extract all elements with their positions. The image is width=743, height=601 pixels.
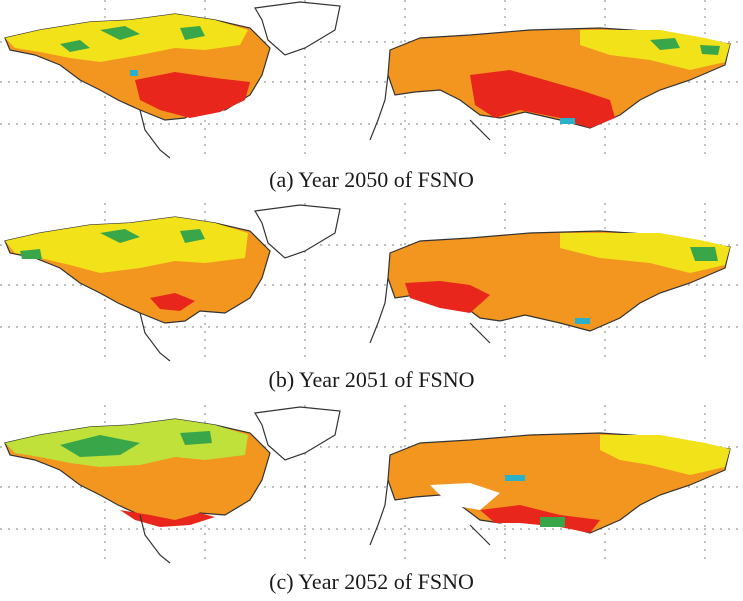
panel-b: (b) Year 2051 of FSNO (0, 203, 743, 398)
panel-caption: (a) Year 2050 of FSNO (269, 167, 474, 192)
north-america-fsno (4, 13, 271, 159)
north-america-fsno (4, 418, 271, 564)
greenland (254, 406, 341, 461)
eurasia-fsno (369, 432, 731, 546)
eurasia-fsno (369, 230, 731, 344)
fsno-map-2052 (0, 405, 743, 565)
greenland (254, 1, 341, 56)
fsno-map-2051 (0, 203, 743, 363)
panel-c: (c) Year 2052 of FSNO (0, 405, 743, 601)
fsno-map-2050 (0, 0, 743, 160)
panel-caption: (c) Year 2052 of FSNO (269, 569, 474, 594)
panel-a: (a) Year 2050 of FSNO (0, 0, 743, 200)
greenland (254, 204, 341, 259)
north-america-fsno (4, 216, 271, 362)
eurasia-fsno (369, 27, 731, 141)
panel-caption: (b) Year 2051 of FSNO (268, 367, 475, 392)
